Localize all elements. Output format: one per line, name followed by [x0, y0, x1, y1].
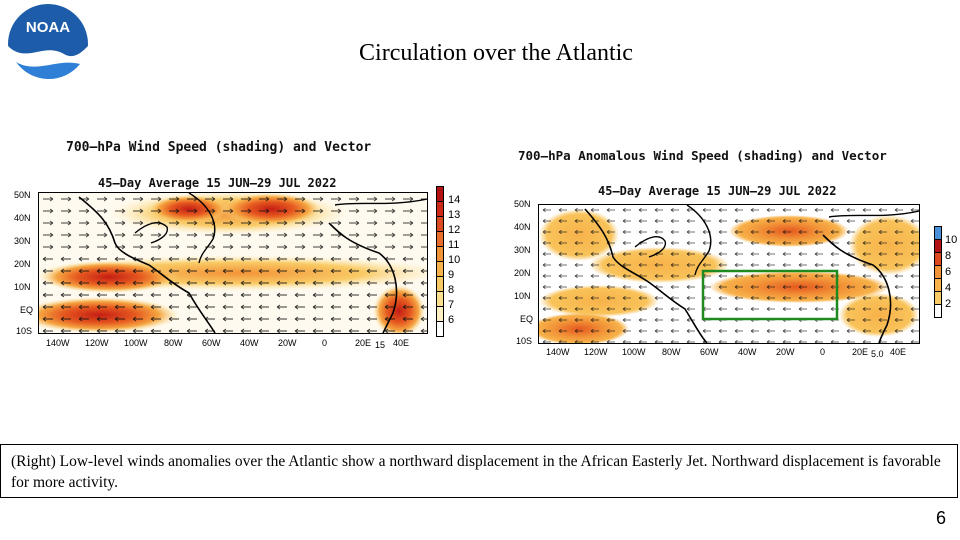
right-map-plot	[538, 204, 920, 344]
right-lat-tick: 50N	[514, 199, 531, 209]
left-lon-tick: 40E	[393, 338, 410, 348]
left-colorbar-cell	[436, 321, 444, 337]
right-colorbar: 10 8 6 4 2	[934, 226, 960, 322]
left-colorbar-label: 10	[448, 254, 461, 266]
left-lat-tick: 40N	[14, 213, 31, 223]
left-colorbar-cell	[436, 246, 444, 262]
left-lon-tick: 40W	[240, 338, 259, 348]
left-lon-tick: 140W	[46, 338, 70, 348]
right-lat-tick: 30N	[514, 245, 531, 255]
right-lon-tick: 140W	[546, 347, 570, 357]
left-colorbar-label: 11	[448, 239, 460, 251]
left-chart-title: 700–hPa Wind Speed (shading) and Vector	[66, 140, 372, 155]
left-colorbar-label: 9	[448, 269, 455, 281]
right-colorbar-label: 6	[945, 266, 952, 278]
left-colorbar-cell	[436, 291, 444, 307]
left-chart-subtitle: 45–Day Average 15 JUN–29 JUL 2022	[98, 176, 337, 190]
right-colorbar-label: 10	[945, 234, 958, 246]
caption-box: (Right) Low-level winds anomalies over t…	[0, 444, 958, 498]
left-colorbar-cell	[436, 276, 444, 292]
left-lon-tick: 80W	[164, 338, 183, 348]
slide-title: Circulation over the Atlantic	[359, 40, 633, 66]
left-colorbar: 14 13 12 11 10 9 8 7 6	[436, 186, 476, 346]
left-lat-tick: 20N	[14, 259, 31, 269]
left-colorbar-label: 13	[448, 209, 461, 221]
left-colorbar-label: 8	[448, 284, 455, 296]
left-colorbar-label: 6	[448, 314, 455, 326]
left-lon-tick: 100W	[124, 338, 148, 348]
right-lon-tick: 60W	[700, 347, 719, 357]
left-lon-tick: 60W	[202, 338, 221, 348]
right-colorbar-cell	[934, 304, 942, 318]
left-colorbar-cell	[436, 216, 444, 232]
right-colorbar-cell	[934, 265, 942, 279]
left-colorbar-label: 14	[448, 194, 461, 206]
right-lon-tick: 80W	[662, 347, 681, 357]
left-lat-tick: EQ	[20, 305, 34, 315]
right-lat-tick: 20N	[514, 268, 531, 278]
left-map-plot	[38, 192, 428, 334]
noaa-logo: NOAA	[8, 4, 88, 86]
left-colorbar-cell	[436, 201, 444, 217]
left-colorbar-label: 12	[448, 224, 461, 236]
right-lat-tick: EQ	[520, 314, 534, 324]
right-colorbar-cell	[934, 291, 942, 305]
left-colorbar-cell	[436, 306, 444, 322]
right-colorbar-cell	[934, 226, 942, 240]
left-colorbar-label: 7	[448, 299, 455, 311]
right-vector-reference: 5.0	[871, 349, 884, 359]
noaa-logo-text: NOAA	[26, 19, 70, 36]
right-lon-tick: 40E	[890, 347, 907, 357]
left-lat-tick: 50N	[14, 190, 31, 200]
right-lat-tick: 10S	[516, 336, 533, 346]
right-lon-tick: 120W	[584, 347, 608, 357]
right-map-svg	[539, 205, 919, 343]
right-colorbar-label: 2	[945, 298, 952, 310]
left-lon-tick: 0	[322, 338, 328, 348]
left-lat-tick: 10N	[14, 282, 31, 292]
right-lon-tick: 100W	[622, 347, 646, 357]
left-lat-tick: 30N	[14, 236, 31, 246]
right-lon-tick: 40W	[738, 347, 757, 357]
right-lat-tick: 40N	[514, 222, 531, 232]
right-lon-tick: 20W	[776, 347, 795, 357]
right-colorbar-cell	[934, 239, 942, 253]
right-colorbar-label: 8	[945, 250, 952, 262]
right-chart-title: 700–hPa Anomalous Wind Speed (shading) a…	[518, 148, 887, 163]
right-lon-tick: 20E	[852, 347, 869, 357]
left-vector-reference: 15	[375, 340, 386, 350]
right-lon-tick: 0	[820, 347, 826, 357]
left-lat-tick: 10S	[16, 326, 33, 336]
right-chart-subtitle: 45–Day Average 15 JUN–29 JUL 2022	[598, 184, 837, 198]
right-lat-tick: 10N	[514, 291, 531, 301]
left-lon-tick: 120W	[85, 338, 109, 348]
left-colorbar-cell	[436, 261, 444, 277]
page-number: 6	[935, 508, 946, 528]
left-map-svg	[39, 193, 427, 333]
left-lon-tick: 20E	[355, 338, 372, 348]
right-colorbar-label: 4	[945, 282, 952, 294]
highlight-box	[701, 269, 839, 321]
right-colorbar-cell	[934, 252, 942, 266]
right-colorbar-cell	[934, 278, 942, 292]
left-colorbar-cell	[436, 231, 444, 247]
left-colorbar-cell	[436, 186, 444, 202]
left-lon-tick: 20W	[278, 338, 297, 348]
